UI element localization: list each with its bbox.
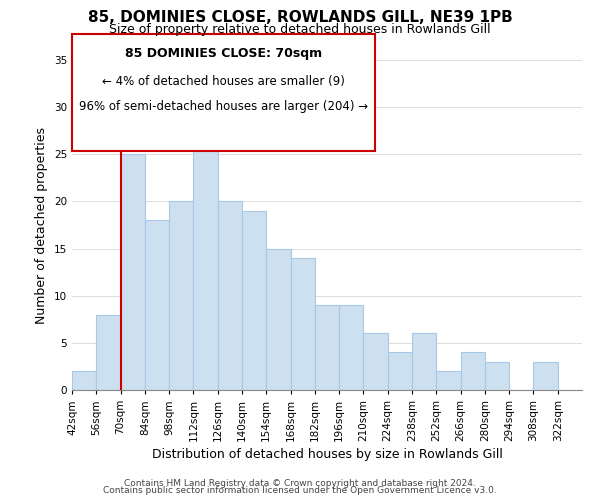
Bar	[121, 154, 145, 390]
Bar	[290, 258, 315, 390]
Bar	[218, 202, 242, 390]
Text: Size of property relative to detached houses in Rowlands Gill: Size of property relative to detached ho…	[109, 22, 491, 36]
Text: Contains public sector information licensed under the Open Government Licence v3: Contains public sector information licen…	[103, 486, 497, 495]
Bar	[266, 248, 290, 390]
Bar	[364, 334, 388, 390]
Bar	[485, 362, 509, 390]
Bar	[388, 352, 412, 390]
Bar	[533, 362, 558, 390]
Bar	[412, 334, 436, 390]
FancyBboxPatch shape	[72, 34, 376, 151]
X-axis label: Distribution of detached houses by size in Rowlands Gill: Distribution of detached houses by size …	[152, 448, 502, 461]
Bar	[315, 305, 339, 390]
Bar	[145, 220, 169, 390]
Text: ← 4% of detached houses are smaller (9): ← 4% of detached houses are smaller (9)	[102, 75, 345, 88]
Bar	[72, 371, 96, 390]
Text: 85, DOMINIES CLOSE, ROWLANDS GILL, NE39 1PB: 85, DOMINIES CLOSE, ROWLANDS GILL, NE39 …	[88, 10, 512, 25]
Bar	[242, 211, 266, 390]
Bar	[96, 314, 121, 390]
Bar	[193, 136, 218, 390]
Bar	[169, 202, 193, 390]
Bar	[339, 305, 364, 390]
Text: 85 DOMINIES CLOSE: 70sqm: 85 DOMINIES CLOSE: 70sqm	[125, 47, 322, 60]
Text: 96% of semi-detached houses are larger (204) →: 96% of semi-detached houses are larger (…	[79, 100, 368, 112]
Bar	[436, 371, 461, 390]
Bar	[461, 352, 485, 390]
Y-axis label: Number of detached properties: Number of detached properties	[35, 126, 49, 324]
Text: Contains HM Land Registry data © Crown copyright and database right 2024.: Contains HM Land Registry data © Crown c…	[124, 478, 476, 488]
